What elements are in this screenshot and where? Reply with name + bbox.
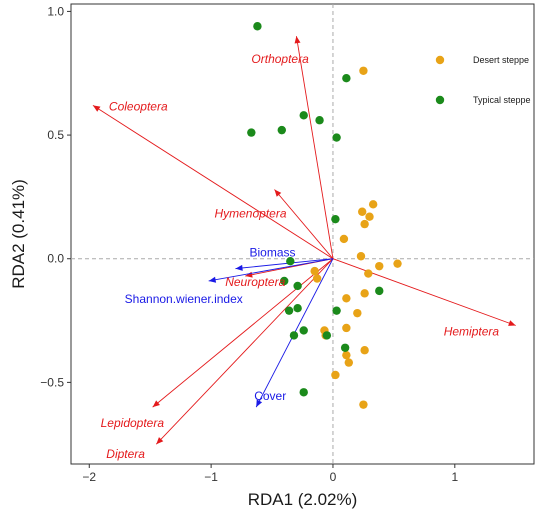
legend-key-typical-steppe	[435, 95, 445, 105]
arrow-biomass	[235, 258, 334, 270]
point-desert-steppe	[356, 252, 366, 261]
point-typical-steppe	[331, 214, 340, 224]
arrow-hemiptera	[332, 258, 516, 326]
y-tick-label: 0.0	[47, 252, 64, 266]
legend-label-desert-steppe: Desert steppe	[473, 55, 529, 65]
species-label-orthoptera: Orthoptera	[251, 52, 309, 66]
species-label-hemiptera: Hemiptera	[444, 325, 500, 339]
point-desert-steppe	[359, 66, 368, 75]
point-typical-steppe	[277, 125, 286, 135]
point-desert-steppe	[342, 294, 351, 303]
point-desert-steppe	[342, 323, 351, 333]
species-label-lepidoptera: Lepidoptera	[101, 416, 165, 430]
point-desert-steppe	[360, 346, 369, 355]
point-typical-steppe	[315, 116, 324, 125]
arrow-shannon-wiener-index	[208, 258, 334, 282]
point-typical-steppe	[293, 303, 302, 313]
arrowhead-lepidoptera	[152, 400, 160, 408]
arrowhead-hemiptera	[508, 320, 516, 326]
arrow-hymenoptera	[274, 189, 334, 260]
point-typical-steppe	[247, 128, 256, 137]
point-typical-steppe	[375, 286, 384, 296]
plot-panel: Orthoptera Coleoptera Hymenoptera Neuropter…	[70, 3, 535, 465]
point-desert-steppe	[358, 207, 367, 216]
point-typical-steppe	[286, 257, 295, 266]
point-desert-steppe	[375, 261, 384, 271]
x-tick-label: −1	[204, 470, 218, 484]
environment-labels: Biomass Shannon.wiener.index Cover	[125, 246, 296, 403]
point-desert-steppe	[353, 308, 362, 318]
y-tick-label: −0.5	[40, 375, 64, 389]
arrow-diptera	[155, 258, 334, 445]
legend-label-typical-steppe: Typical steppe	[473, 95, 531, 105]
point-desert-steppe	[393, 259, 402, 268]
arrowhead-diptera	[156, 437, 164, 445]
y-tick-label: 0.5	[47, 128, 64, 142]
arrowhead-shannon-wiener-index	[208, 276, 217, 283]
x-tick-label: 1	[451, 470, 458, 484]
arrow-orthoptera	[295, 36, 334, 259]
point-desert-steppe	[360, 219, 369, 229]
point-typical-steppe	[332, 306, 341, 315]
panel-border	[70, 3, 535, 465]
arrowhead-cover	[256, 399, 263, 408]
point-typical-steppe	[299, 388, 308, 397]
arrowhead-coleoptera	[92, 105, 101, 112]
env-label-cover: Cover	[254, 389, 286, 403]
x-axis-ticks: −2 −1 0 1	[82, 464, 458, 484]
point-desert-steppe	[368, 200, 378, 209]
point-desert-steppe	[312, 274, 322, 283]
point-typical-steppe	[299, 326, 308, 335]
y-axis-ticks: −0.5 0.0 0.5 1.0	[40, 4, 71, 389]
species-label-neuroptera: Neuroptera	[225, 275, 285, 289]
point-desert-steppe	[360, 289, 369, 298]
species-label-coleoptera: Coleoptera	[109, 99, 168, 113]
legend: Desert steppe Typical steppe	[435, 55, 531, 105]
point-typical-steppe	[284, 306, 294, 315]
point-typical-steppe	[253, 22, 262, 31]
point-typical-steppe	[340, 343, 350, 352]
point-typical-steppe	[280, 276, 289, 286]
species-arrows	[92, 36, 516, 445]
x-axis-label: RDA1 (2.02%)	[248, 490, 358, 509]
arrow-lepidoptera	[152, 258, 334, 408]
point-typical-steppe	[322, 331, 332, 340]
point-typical-steppe	[293, 281, 302, 291]
environment-arrows	[208, 258, 334, 408]
env-label-shannon-wiener-index: Shannon.wiener.index	[125, 292, 243, 306]
point-desert-steppe	[359, 400, 368, 409]
arrowhead-biomass	[235, 264, 243, 271]
point-typical-steppe	[289, 331, 299, 340]
legend-key-desert-steppe	[435, 55, 445, 65]
point-desert-steppe	[364, 269, 373, 278]
x-tick-label: 0	[330, 470, 337, 484]
y-axis-label: RDA2 (0.41%)	[9, 179, 28, 289]
arrow-coleoptera	[92, 105, 334, 260]
point-desert-steppe	[331, 370, 340, 380]
species-label-diptera: Diptera	[106, 447, 145, 461]
env-label-biomass: Biomass	[249, 246, 295, 260]
point-typical-steppe	[299, 111, 308, 120]
y-tick-label: 1.0	[47, 4, 64, 18]
species-labels: Orthoptera Coleoptera Hymenoptera Neuropter…	[101, 52, 500, 461]
point-desert-steppe	[342, 350, 351, 360]
x-tick-label: −2	[82, 470, 96, 484]
arrowhead-orthoptera	[294, 36, 301, 44]
sample-points	[247, 22, 402, 409]
species-label-hymenoptera: Hymenoptera	[214, 206, 286, 220]
arrowhead-hymenoptera	[274, 189, 282, 197]
point-desert-steppe	[339, 234, 349, 244]
point-desert-steppe	[365, 212, 374, 221]
point-desert-steppe	[310, 266, 319, 276]
point-typical-steppe	[332, 133, 341, 142]
point-typical-steppe	[342, 73, 351, 83]
point-desert-steppe	[344, 358, 353, 367]
